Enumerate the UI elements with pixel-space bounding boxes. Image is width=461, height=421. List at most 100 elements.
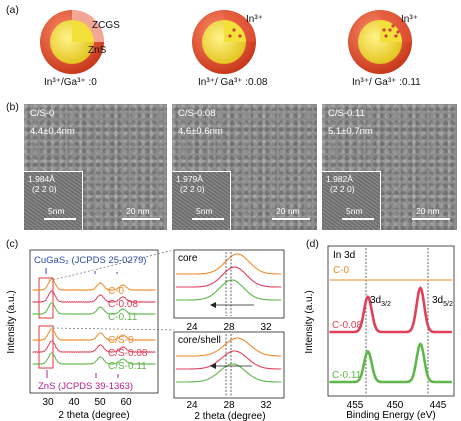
inset-scale-bar	[192, 218, 224, 220]
inset-scale-bar	[342, 218, 374, 220]
scale-label: 20 nm	[416, 206, 440, 216]
xps-title: In 3d	[333, 250, 355, 261]
shift-arrow-head	[210, 363, 216, 369]
hrtem-inset	[172, 171, 231, 230]
xrd-xtick: 30	[42, 397, 54, 408]
lattice-spacing: 1.984Å	[28, 174, 55, 184]
xrd-xtick: 60	[120, 397, 132, 408]
xrd-bottom-reference: ZnS (JCPDS 39-1363)	[38, 381, 133, 392]
series-label-cs-011: C/S-0.11	[108, 361, 147, 372]
tem-sample-name: C/S-0.11	[328, 108, 365, 119]
series-label-c-011: C-0.11	[108, 312, 138, 323]
scale-bar	[122, 218, 160, 220]
xrd-xtick: 50	[94, 397, 106, 408]
zoom-connector	[52, 249, 175, 281]
zoom-shell-frame	[173, 331, 285, 399]
xrd-series-line	[32, 302, 156, 315]
inset-scale-label: 5nm	[196, 206, 213, 216]
xrd-xtick: 40	[68, 397, 80, 408]
tem-size: 5.1±0.7nm	[328, 126, 373, 137]
xps-series-label-c-0: C-0	[333, 265, 350, 276]
xrd-highlight-box-shell	[38, 325, 54, 369]
label-in3plus-2: In³⁺	[401, 14, 418, 25]
nanoparticle-core-shell-008	[192, 10, 256, 74]
series-label-c-0: C-0	[108, 286, 125, 297]
lattice-plane: (2 2 0)	[180, 184, 205, 194]
zoom-shell-series-line	[175, 350, 282, 370]
xrd-ylabel: Intensity (a.u.)	[6, 290, 17, 353]
hrtem-inset	[24, 171, 83, 230]
series-label-cs-0: C/S-0	[108, 335, 134, 346]
zoom-xtick: 32	[260, 322, 272, 333]
xps-xtick: 455	[347, 400, 364, 411]
zoom-xtick: 24	[186, 322, 198, 333]
series-label-cs-008: C/S-0.08	[108, 348, 148, 359]
label-zns: ZnS	[88, 45, 107, 56]
xrd-top-reference: CuGaS₂ (JCPDS 25-0279)	[34, 255, 146, 266]
xps-xtick: 445	[430, 400, 447, 411]
zoom-xtick: 24	[186, 400, 198, 411]
zoom-core-frame	[173, 249, 285, 319]
xps-series-label-c-008: C-0.08	[332, 320, 362, 331]
xps-series-line	[329, 286, 452, 334]
tem-size: 4.6±0.6nm	[178, 126, 223, 137]
zoom-core-series-line	[175, 253, 282, 275]
xrd-series-line	[32, 328, 156, 341]
shift-arrow-head	[210, 302, 216, 308]
xps-xlabel: Binding Energy (eV)	[346, 410, 436, 421]
series-label-c-008: C-0.08	[108, 299, 138, 310]
xps-chart: In 3d Intensity (a.u.) Binding Energy (e…	[304, 245, 455, 421]
peak-label-3d32: 3d3/2	[370, 295, 391, 308]
scale-label: 20 nm	[276, 206, 300, 216]
xrd-highlight-box-core	[38, 277, 54, 319]
label-zcgs: ZCGS	[92, 20, 120, 31]
xrd-xlabel: 2 theta (degree)	[58, 410, 129, 421]
xps-series-line	[329, 342, 452, 384]
zoom-shell-series-line	[175, 363, 282, 383]
label-in3plus-1: In³⁺	[246, 14, 263, 25]
ratio-label-0: In³⁺/Ga³⁺ :0	[44, 77, 97, 88]
ratio-label-011: In³⁺/ Ga³⁺ :0.11	[352, 77, 421, 88]
zoom-core-series-line	[175, 266, 282, 288]
xrd-chart: Intensity (a.u.) 2 theta (degree) 30 40 …	[6, 249, 285, 421]
inset-scale-label: 5nm	[346, 206, 363, 216]
ratio-label-008: In³⁺/ Ga³⁺ :0.08	[198, 77, 268, 88]
scale-label: 20 nm	[126, 206, 150, 216]
scale-bar	[412, 218, 450, 220]
nanoparticle-core-shell-0	[40, 10, 104, 74]
tem-image-cs-0: C/S-0 4.4±0.4nm 1.984Å (2 2 0) 5nm 20 nm	[24, 104, 167, 230]
scale-bar	[272, 218, 310, 220]
inset-scale-label: 5nm	[48, 206, 65, 216]
zoom-xlabel: 2 theta (degree)	[194, 411, 265, 421]
xps-series-label-c-011: C-0.11	[332, 370, 362, 381]
lattice-plane: (2 2 0)	[330, 184, 355, 194]
zoom-shell-series-line	[175, 337, 282, 357]
peak-label-3d52: 3d5/2	[432, 295, 453, 308]
hrtem-inset	[322, 171, 381, 230]
xrd-series-line	[32, 278, 156, 291]
zoom-connector	[52, 327, 175, 331]
zoom-xtick: 32	[260, 400, 272, 411]
xrd-frame	[29, 249, 159, 394]
lattice-plane: (2 2 0)	[32, 184, 57, 194]
zoom-xtick: 28	[223, 322, 235, 333]
xps-xtick: 450	[387, 400, 404, 411]
lattice-spacing: 1.979Å	[176, 174, 203, 184]
zoom-xtick: 28	[223, 400, 235, 411]
tem-size: 4.4±0.4nm	[30, 126, 75, 137]
zoom-core-title: core	[178, 253, 198, 264]
zoom-shell-title: core/shell	[178, 335, 221, 346]
panel-a-letter: (a)	[6, 4, 19, 16]
tem-sample-name: C/S-0.08	[178, 108, 216, 119]
panel-c-letter: (c)	[6, 238, 19, 250]
xps-ylabel: Intensity (a.u.)	[304, 290, 315, 353]
panel-b-letter: (b)	[6, 101, 19, 113]
panel-d-letter: (d)	[306, 238, 319, 250]
inset-scale-bar	[44, 218, 76, 220]
xps-frame	[327, 245, 455, 397]
xrd-series-line	[32, 290, 156, 303]
nanoparticle-core-shell-011	[348, 10, 412, 74]
tem-image-cs-008: C/S-0.08 4.6±0.6nm 1.979Å (2 2 0) 5nm 20…	[172, 104, 317, 230]
zoom-core-series-line	[175, 279, 282, 301]
xrd-series-line	[32, 352, 156, 365]
